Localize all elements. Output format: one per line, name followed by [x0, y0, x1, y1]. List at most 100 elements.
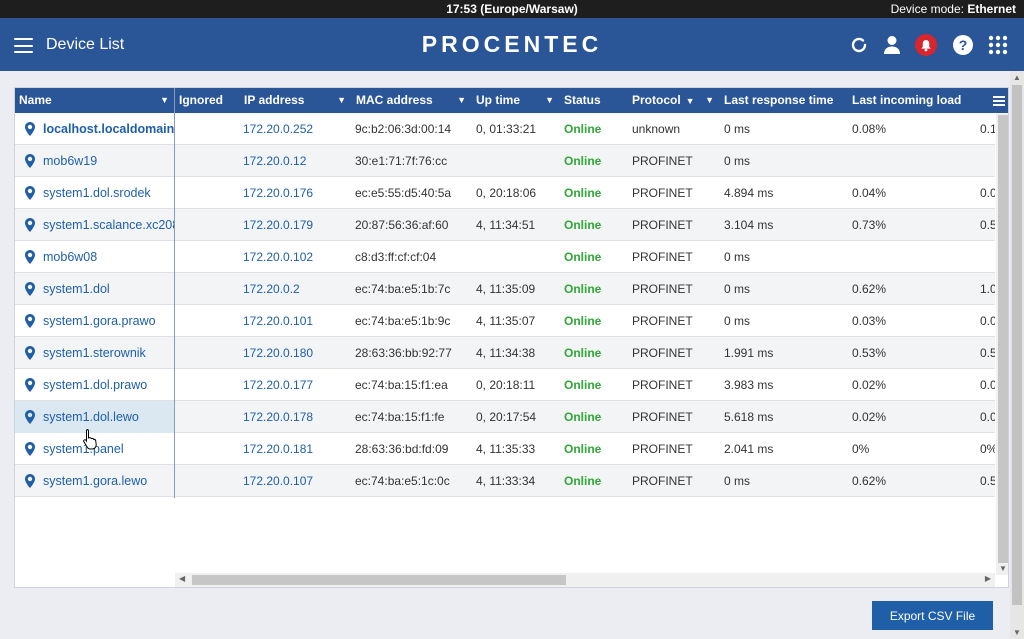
scroll-down-icon[interactable]: ▼ — [1013, 628, 1021, 637]
truncated-column-value: 0.0 — [980, 186, 995, 200]
column-menu-icon[interactable] — [988, 88, 1008, 113]
ip-address[interactable]: 172.20.0.180 — [243, 346, 314, 360]
table-row[interactable]: system1.dol.srodek 172.20.0.176 ec:e5:55:d… — [15, 177, 995, 209]
device-name-label[interactable]: mob6w19 — [43, 154, 98, 168]
column-header-protocol[interactable]: Protocol ▼ ▼ — [628, 88, 720, 113]
protocol: PROFINET — [632, 474, 693, 488]
ip-address[interactable]: 172.20.0.252 — [243, 122, 314, 136]
ip-address[interactable]: 172.20.0.107 — [243, 474, 314, 488]
truncated-column-value — [980, 145, 995, 177]
location-pin-icon — [25, 314, 35, 328]
scrollbar-thumb[interactable] — [998, 115, 1008, 563]
table-horizontal-scrollbar[interactable]: ◀ ▶ — [175, 573, 995, 587]
scroll-up-icon[interactable]: ▲ — [1013, 73, 1021, 82]
device-name-label[interactable]: mob6w08 — [43, 250, 98, 264]
refresh-icon[interactable] — [848, 34, 870, 56]
protocol: PROFINET — [632, 154, 693, 168]
user-icon[interactable] — [881, 34, 903, 56]
ip-address[interactable]: 172.20.0.177 — [243, 378, 314, 392]
column-header-uptime[interactable]: Up time ▼ — [472, 88, 560, 113]
ip-address[interactable]: 172.20.0.181 — [243, 442, 314, 456]
device-name[interactable]: system1.panel — [15, 433, 175, 465]
table-row[interactable]: mob6w08 172.20.0.102 c8:d3:ff:cf:cf:04 Onli… — [15, 241, 995, 273]
device-name[interactable]: system1.dol — [15, 273, 175, 305]
ip-address[interactable]: 172.20.0.12 — [243, 154, 307, 168]
system-bar: 17:53 (Europe/Warsaw) Device mode: Ether… — [0, 0, 1024, 18]
device-name[interactable]: mob6w19 — [15, 145, 175, 177]
device-name-label[interactable]: system1.sterownik — [43, 346, 146, 360]
brand-logo: PROCENTEC — [421, 31, 603, 57]
bell-icon[interactable] — [915, 34, 937, 56]
device-name[interactable]: system1.sterownik — [15, 337, 175, 369]
column-header-status[interactable]: Status — [564, 93, 601, 107]
status-text: Online — [564, 442, 602, 456]
device-name-label[interactable]: system1.gora.lewo — [43, 474, 148, 488]
scrollbar-thumb[interactable] — [1012, 85, 1022, 605]
last-response-time: 0 ms — [724, 314, 751, 328]
ip-address[interactable]: 172.20.0.176 — [243, 186, 314, 200]
table-row[interactable]: system1.gora.lewo 172.20.0.107 ec:74:ba:e5… — [15, 465, 995, 497]
device-name-label[interactable]: system1.gora.prawo — [43, 314, 156, 328]
device-name-label[interactable]: localhost.localdomain (c — [43, 122, 175, 136]
scrollbar-thumb[interactable] — [192, 575, 566, 585]
table-vertical-scrollbar[interactable]: ▼ — [996, 113, 1008, 575]
table-row[interactable]: mob6w19 172.20.0.12 30:e1:71:7f:76:cc Onlin… — [15, 145, 995, 177]
chevron-down-icon: ▼ — [337, 95, 346, 105]
status-text: Online — [564, 314, 602, 328]
device-name[interactable]: system1.dol.lewo — [15, 401, 175, 433]
table-row[interactable]: localhost.localdomain (c 172.20.0.252 9c:b… — [15, 113, 995, 145]
column-header-ip[interactable]: IP address ▼ — [240, 88, 352, 113]
column-header-response[interactable]: Last response time — [724, 93, 834, 107]
truncated-column-value: 0.1 — [980, 122, 995, 136]
column-header-name[interactable]: Name ▼ — [15, 88, 175, 113]
page-scrollbar[interactable]: ▲ ▼ — [1010, 71, 1024, 639]
scroll-left-icon[interactable]: ◀ — [179, 574, 186, 583]
status-text: Online — [564, 122, 602, 136]
device-name-label[interactable]: system1.dol.srodek — [43, 186, 151, 200]
ip-address[interactable]: 172.20.0.2 — [243, 282, 300, 296]
device-name-label[interactable]: system1.scalance.xc208 — [43, 218, 175, 232]
last-response-time: 0 ms — [724, 282, 751, 296]
up-time: 0, 01:33:21 — [476, 122, 537, 136]
menu-icon[interactable] — [14, 38, 33, 53]
last-incoming-load: 0.62% — [852, 474, 887, 488]
device-name[interactable]: mob6w08 — [15, 241, 175, 273]
ip-address[interactable]: 172.20.0.179 — [243, 218, 314, 232]
table-row[interactable]: system1.dol.lewo 172.20.0.178 ec:74:ba:15:… — [15, 401, 995, 433]
table-row[interactable]: system1.sterownik 172.20.0.180 28:63:36:bb… — [15, 337, 995, 369]
device-name[interactable]: system1.dol.prawo — [15, 369, 175, 401]
ip-address[interactable]: 172.20.0.101 — [243, 314, 314, 328]
column-header-ignored[interactable]: Ignored — [179, 93, 223, 107]
table-row[interactable]: system1.dol 172.20.0.2 ec:74:ba:e5:1b:7c 4,… — [15, 273, 995, 305]
device-name-label[interactable]: system1.dol.lewo — [43, 410, 139, 424]
device-name-label[interactable]: system1.dol — [43, 282, 110, 296]
help-icon[interactable]: ? — [952, 34, 974, 56]
device-name[interactable]: system1.gora.prawo — [15, 305, 175, 337]
device-name-label[interactable]: system1.panel — [43, 442, 124, 456]
device-name[interactable]: system1.dol.srodek — [15, 177, 175, 209]
device-name[interactable]: system1.gora.lewo — [15, 465, 175, 497]
scroll-down-icon[interactable]: ▼ — [999, 564, 1007, 573]
ip-address[interactable]: 172.20.0.178 — [243, 410, 314, 424]
status-text: Online — [564, 250, 602, 264]
mac-address: 30:e1:71:7f:76:cc — [355, 154, 448, 168]
location-pin-icon — [25, 250, 35, 264]
protocol: PROFINET — [632, 346, 693, 360]
column-header-mac[interactable]: MAC address ▼ — [352, 88, 472, 113]
device-name[interactable]: system1.scalance.xc208 — [15, 209, 175, 241]
scroll-right-icon[interactable]: ▶ — [984, 574, 991, 583]
last-response-time: 0 ms — [724, 474, 751, 488]
ip-address[interactable]: 172.20.0.102 — [243, 250, 314, 264]
table-row[interactable]: system1.scalance.xc208 172.20.0.179 20:87:… — [15, 209, 995, 241]
export-csv-button[interactable]: Export CSV File — [872, 601, 993, 630]
table-row[interactable]: system1.dol.prawo 172.20.0.177 ec:74:ba:15… — [15, 369, 995, 401]
last-incoming-load: 0.03% — [852, 314, 887, 328]
apps-grid-icon[interactable] — [987, 34, 1009, 56]
status-text: Online — [564, 154, 602, 168]
device-name-label[interactable]: system1.dol.prawo — [43, 378, 148, 392]
device-name[interactable]: localhost.localdomain (c — [15, 113, 175, 145]
table-row[interactable]: system1.panel 172.20.0.181 28:63:36:bd:fd:… — [15, 433, 995, 465]
table-row[interactable]: system1.gora.prawo 172.20.0.101 ec:74:ba:e… — [15, 305, 995, 337]
column-header-load[interactable]: Last incoming load — [852, 93, 962, 107]
truncated-column-value: 0.5 — [980, 218, 995, 232]
